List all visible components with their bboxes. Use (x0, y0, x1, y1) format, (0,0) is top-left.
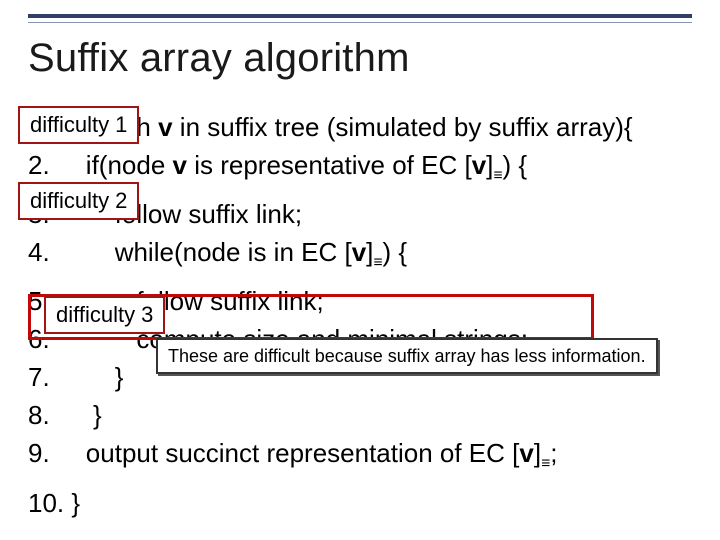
text: } (50, 362, 124, 392)
var-v: v (158, 112, 172, 142)
text: ; (550, 438, 557, 468)
text: ) { (383, 237, 408, 267)
info-callout: These are difficult because suffix array… (156, 338, 658, 374)
equiv-sub: ≡ (493, 150, 502, 180)
code-line-9: 9. output succinct representation of EC … (28, 434, 692, 483)
title-rule-heavy (28, 14, 692, 18)
text: ) { (503, 150, 528, 180)
equiv-sub: ≡ (541, 438, 550, 468)
slide: Suffix array algorithm 1. for each v in … (0, 0, 720, 540)
text: in suffix tree (simulated by suffix arra… (173, 112, 633, 142)
text: if(node (50, 150, 173, 180)
text: ] (534, 438, 541, 468)
lineno: 8. (28, 400, 50, 430)
equiv-sub: ≡ (373, 237, 382, 267)
lineno: 4. (28, 237, 50, 267)
code-line-8: 8. } (28, 396, 692, 434)
lineno: 7. (28, 362, 50, 392)
lineno: 2. (28, 150, 50, 180)
text: while(node is in EC [ (50, 237, 352, 267)
difficulty-1-label: difficulty 1 (18, 106, 139, 144)
var-v: v (173, 150, 187, 180)
var-v: v (352, 237, 366, 267)
difficulty-2-label: difficulty 2 (18, 182, 139, 220)
difficulty-3-label: difficulty 3 (44, 296, 165, 334)
code-line-10: 10. } (28, 484, 692, 522)
title-rule-light (28, 22, 692, 23)
text: } (50, 400, 102, 430)
lineno: 9. (28, 438, 50, 468)
equiv-sym: ≡ (541, 456, 550, 473)
page-title: Suffix array algorithm (28, 36, 410, 81)
var-v: v (472, 150, 486, 180)
equiv-sym: ≡ (493, 167, 502, 184)
text: output succinct representation of EC [ (50, 438, 520, 468)
equiv-sym: ≡ (373, 254, 382, 271)
text: is representative of EC [ (187, 150, 472, 180)
lineno: 10. (28, 488, 64, 518)
code-line-4: 4. while(node is in EC [v]≡) { (28, 233, 692, 282)
text: } (71, 488, 80, 518)
var-v: v (519, 438, 533, 468)
